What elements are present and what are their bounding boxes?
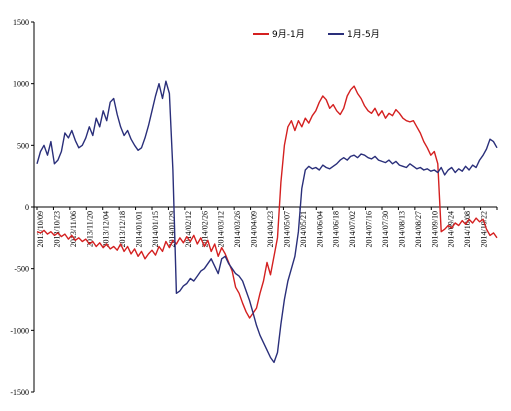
x-axis: 2013/10/09 2013/10/23 2013/11/06 2013/11/20… [34,206,498,247]
legend: 9月-1月 1月-5月 [253,29,380,40]
x-tick-label: 2013/12/04 [102,211,111,247]
x-tick-label: 2014/09/24 [447,211,456,247]
series-line-0 [36,85,498,319]
x-tick-label: 2014/07/02 [348,211,357,247]
series-layer [36,80,498,364]
x-tick-label: 2014/05/21 [299,211,308,247]
x-tick-label: 2014/10/08 [463,211,472,247]
x-tick-label: 2014/04/23 [266,211,275,247]
legend-label: 9月-1月 [272,29,305,40]
x-tick-label: 2013/10/23 [52,211,61,247]
x-tick-label: 2014/06/18 [332,211,341,247]
x-tick-label: 2014/06/04 [315,211,324,247]
x-tick-label: 2014/01/29 [167,211,176,247]
x-tick-label: 2014/08/27 [414,211,423,247]
x-tick-label: 2013/10/09 [36,211,45,247]
x-tick-label: 2013/11/20 [85,211,94,247]
x-tick-label: 2014/02/26 [200,211,209,247]
y-tick-label: 1500 [13,18,29,27]
y-tick-label: 0 [25,203,29,212]
y-tick-label: -1500 [10,388,29,397]
y-tick-label: -1000 [10,326,29,335]
x-tick-label: 2013/12/18 [118,211,127,247]
legend-label: 1月-5月 [347,29,380,40]
y-axis: 1500 1000 500 0 -500 -1000 -1500 [10,18,35,397]
x-tick-label: 2014/07/30 [381,211,390,247]
x-tick-label: 2014/07/16 [365,211,374,247]
x-tick-label: 2014/01/15 [151,211,160,247]
x-tick-label: 2014/03/12 [217,211,226,247]
x-tick-label: 2014/08/13 [397,211,406,247]
x-tick-label: 2014/02/12 [184,211,193,247]
x-tick-label: 2014/05/07 [282,211,291,247]
x-tick-label: 2013/11/06 [69,211,78,247]
series-line-1 [36,80,498,364]
x-tick-label: 2014/09/10 [430,211,439,247]
y-tick-label: 500 [17,141,29,150]
y-tick-label: 1000 [13,80,29,89]
x-tick-label: 2014/01/01 [135,211,144,247]
x-tick-label: 2014/04/09 [250,211,259,247]
x-tick-label: 2014/10/22 [480,211,489,247]
x-tick-label: 2014/03/26 [233,211,242,247]
y-tick-label: -500 [14,265,29,274]
